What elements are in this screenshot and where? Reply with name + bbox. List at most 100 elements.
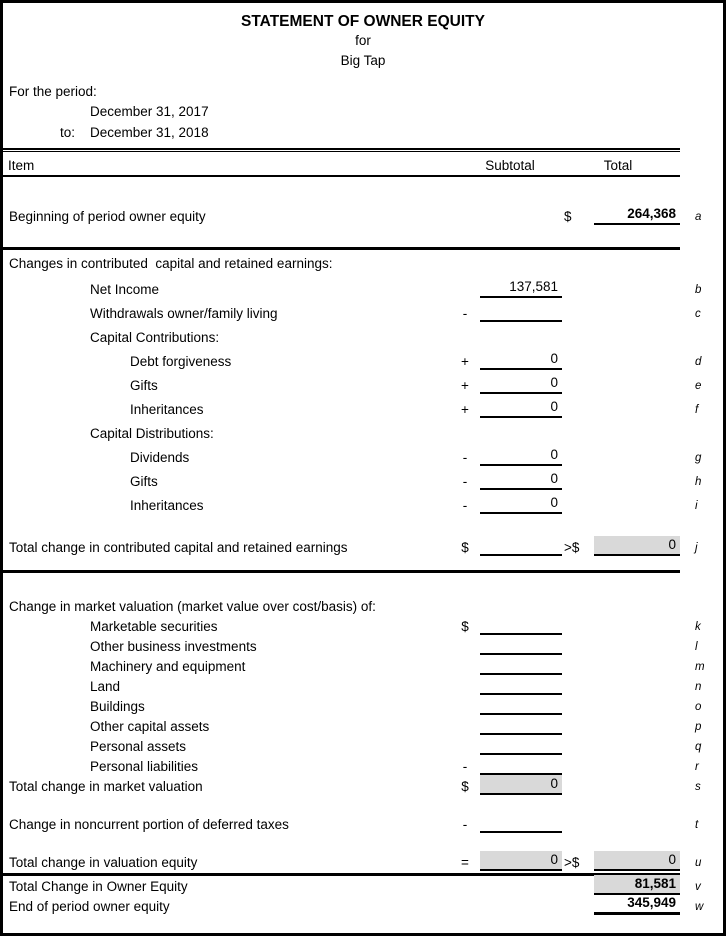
- row-letter: c: [695, 308, 701, 320]
- row-letter: j: [695, 542, 698, 554]
- row-total-change-owner-equity: Total Change in Owner Equity 81,581 v: [3, 875, 723, 896]
- row-other-business-investments: Other business investments l: [3, 637, 723, 657]
- row-other-capital-assets: Other capital assets p: [3, 717, 723, 737]
- subtotal-cell[interactable]: [480, 813, 562, 833]
- total-cell[interactable]: 345,949: [594, 894, 680, 915]
- subtotal-cell[interactable]: [480, 536, 562, 556]
- carry-to-total-sign: >$: [564, 540, 580, 555]
- row-letter: m: [695, 661, 705, 673]
- period-start-date[interactable]: December 31, 2017: [90, 104, 209, 119]
- minus-sign: -: [462, 306, 468, 321]
- row-letter: o: [695, 701, 702, 713]
- period-end-row: to: December 31, 2018: [3, 122, 723, 143]
- subtotal-cell[interactable]: [480, 635, 562, 655]
- row-label: Debt forgiveness: [130, 354, 232, 369]
- row-label: Land: [90, 679, 121, 694]
- row-total-change-market-valuation: Total change in market valuation $ 0 s: [3, 775, 723, 797]
- row-label: Other business investments: [90, 639, 257, 654]
- row-letter: t: [695, 819, 699, 831]
- row-label: Personal liabilities: [90, 759, 199, 774]
- row-letter: l: [695, 641, 698, 653]
- row-label: Gifts: [130, 378, 158, 393]
- subtotal-cell[interactable]: 0: [480, 851, 562, 871]
- carry-to-total-sign: >$: [564, 855, 580, 870]
- row-label: Total change in valuation equity: [9, 855, 198, 870]
- page-subtitle: for: [355, 33, 371, 48]
- subtotal-cell[interactable]: [480, 675, 562, 695]
- section-label: Capital Distributions:: [90, 426, 214, 441]
- subtotal-cell[interactable]: 0: [480, 494, 562, 514]
- row-letter: h: [695, 476, 702, 488]
- row-letter: i: [695, 500, 698, 512]
- row-end-of-period-owner-equity: End of period owner equity 345,949 w: [3, 894, 723, 917]
- total-cell[interactable]: 0: [594, 536, 680, 556]
- row-withdrawals: Withdrawals owner/family living - c: [3, 300, 723, 324]
- row-letter: w: [695, 901, 704, 913]
- row-label: Total change in market valuation: [9, 779, 203, 794]
- to-label: to:: [59, 125, 75, 140]
- subtotal-cell[interactable]: [480, 755, 562, 775]
- row-deferred-taxes: Change in noncurrent portion of deferred…: [3, 809, 723, 835]
- row-label: End of period owner equity: [9, 899, 170, 914]
- row-beginning-owner-equity: Beginning of period owner equity $ 264,3…: [3, 177, 723, 229]
- section-divider: [3, 873, 680, 876]
- dollar-sign: $: [461, 779, 469, 794]
- period-start-row: December 31, 2017: [3, 101, 723, 122]
- subtotal-cell[interactable]: 137,581: [480, 278, 562, 298]
- period-label: For the period:: [9, 84, 97, 99]
- total-cell[interactable]: 0: [594, 851, 680, 871]
- row-letter: n: [695, 681, 702, 693]
- minus-sign: -: [462, 498, 468, 513]
- subtotal-cell[interactable]: 0: [480, 446, 562, 466]
- row-total-change-contributed-capital: Total change in contributed capital and …: [3, 530, 723, 560]
- section-contributed-capital-heading: Changes in contributed capital and retai…: [3, 250, 723, 276]
- entity-name: Big Tap: [340, 53, 386, 68]
- row-label: Change in noncurrent portion of deferred…: [9, 817, 289, 832]
- row-letter: q: [695, 741, 702, 753]
- dollar-sign: $: [564, 209, 572, 224]
- row-label: Inheritances: [130, 498, 204, 513]
- total-cell[interactable]: 264,368: [594, 205, 680, 225]
- row-letter: r: [695, 761, 699, 773]
- subtotal-cell[interactable]: [480, 615, 562, 635]
- row-letter: d: [695, 356, 702, 368]
- row-inheritances-contribution: Inheritances + 0 f: [3, 396, 723, 420]
- row-letter: f: [695, 404, 699, 416]
- minus-sign: -: [462, 474, 468, 489]
- subtotal-cell[interactable]: 0: [480, 374, 562, 394]
- subtotal-cell[interactable]: [480, 695, 562, 715]
- dollar-sign: $: [461, 540, 469, 555]
- row-label: Beginning of period owner equity: [9, 209, 206, 224]
- row-label: Personal assets: [90, 739, 187, 754]
- subtotal-cell[interactable]: [480, 715, 562, 735]
- row-personal-liabilities: Personal liabilities - r: [3, 757, 723, 777]
- column-header-row: Item Subtotal Total: [3, 152, 723, 177]
- subtotal-cell[interactable]: [480, 735, 562, 755]
- subtotal-cell[interactable]: 0: [480, 775, 562, 795]
- row-gifts-contribution: Gifts + 0 e: [3, 372, 723, 396]
- subtotal-cell[interactable]: [480, 655, 562, 675]
- section-market-valuation-heading: Change in market valuation (market value…: [3, 595, 723, 617]
- subtotal-cell[interactable]: 0: [480, 350, 562, 370]
- row-label: Other capital assets: [90, 719, 210, 734]
- row-label: Inheritances: [130, 402, 204, 417]
- row-label: Net Income: [90, 282, 160, 297]
- row-marketable-securities: Marketable securities $ k: [3, 617, 723, 637]
- section-label: Changes in contributed capital and retai…: [9, 256, 333, 271]
- total-cell[interactable]: 81,581: [594, 875, 680, 895]
- plus-sign: +: [461, 378, 469, 393]
- row-letter: p: [695, 721, 702, 733]
- row-label: Total change in contributed capital and …: [9, 540, 348, 555]
- row-letter: u: [695, 857, 702, 869]
- section-divider: [3, 570, 680, 573]
- row-label: Dividends: [130, 450, 190, 465]
- plus-sign: +: [461, 402, 469, 417]
- subtotal-cell[interactable]: [480, 302, 562, 322]
- row-letter: v: [695, 881, 701, 893]
- period-end-date[interactable]: December 31, 2018: [90, 125, 209, 140]
- row-dividends: Dividends - 0 g: [3, 444, 723, 468]
- row-label: Marketable securities: [90, 619, 218, 634]
- subtotal-cell[interactable]: 0: [480, 398, 562, 418]
- subtotal-cell[interactable]: 0: [480, 470, 562, 490]
- row-letter: a: [695, 211, 702, 223]
